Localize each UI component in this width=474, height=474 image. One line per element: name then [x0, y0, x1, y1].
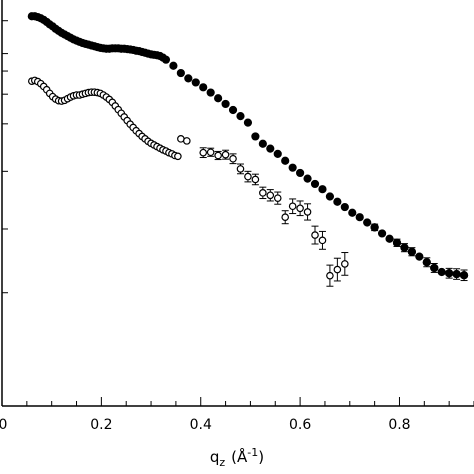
filled-data-point — [355, 213, 364, 222]
x-ticks: 0 0.2 0.4 0.6 0.8 — [0, 397, 474, 433]
filled-data-point — [363, 218, 372, 227]
open-data-point — [266, 191, 275, 200]
x-tick-label: 0.4 — [190, 417, 212, 433]
open-data-point — [311, 231, 319, 239]
filled-data-point — [266, 144, 275, 153]
x-axis-title: qz (Å-1) — [210, 446, 264, 469]
open-data-point — [174, 152, 182, 161]
filled-data-point — [221, 99, 230, 109]
open-data-point — [318, 236, 327, 245]
open-data-point — [214, 151, 222, 160]
x-axis-title-units: (Å — [231, 447, 248, 466]
open-data-point — [333, 265, 342, 274]
filled-data-point — [370, 223, 379, 232]
open-data-point — [244, 172, 252, 181]
filled-data-point — [258, 139, 267, 148]
filled-data-point — [161, 55, 171, 64]
open-data-point — [273, 194, 282, 202]
y-ticks — [2, 20, 8, 407]
open-data-point — [341, 260, 349, 268]
filled-data-point — [310, 179, 320, 189]
filled-data-point — [415, 252, 424, 261]
filled-data-point — [437, 267, 446, 277]
filled-data-point — [281, 156, 290, 165]
x-axis-title-symbol: q — [210, 448, 220, 466]
open-data-point — [288, 202, 297, 211]
filled-data-point — [407, 247, 416, 256]
filled-data-point — [176, 68, 185, 78]
filled-data-point — [348, 208, 357, 217]
x-tick-label: 0.8 — [388, 417, 410, 433]
filled-data-point — [206, 88, 215, 97]
filled-data-point — [169, 61, 178, 70]
filled-data-point — [236, 112, 245, 121]
filled-data-point — [243, 118, 253, 127]
filled-data-point — [184, 74, 193, 83]
filled-data-point — [303, 174, 312, 183]
filled-data-point — [199, 83, 208, 92]
open-data-point — [229, 154, 237, 163]
filled-data-point — [191, 78, 200, 87]
open-data-point — [303, 208, 312, 216]
x-tick-label: 0.2 — [90, 417, 112, 433]
open-data-point — [199, 148, 208, 157]
open-data-point — [251, 175, 260, 184]
filled-data-point — [392, 238, 402, 247]
x-axis-title-exponent: -1 — [247, 446, 258, 459]
filled-data-point — [340, 202, 349, 212]
filled-data-point — [296, 168, 305, 178]
x-axis-title-units-close: ) — [258, 448, 264, 466]
filled-data-point — [400, 243, 409, 252]
x-tick-label: 0 — [0, 417, 7, 433]
filled-data-point — [377, 229, 387, 238]
open-data-point — [326, 271, 334, 280]
open-data-point — [183, 137, 191, 145]
open-data-point — [259, 189, 267, 197]
filled-data-point — [318, 185, 327, 194]
x-tick-label: 0.6 — [289, 417, 311, 433]
open-data-point — [221, 150, 230, 159]
filled-data-point — [430, 263, 439, 273]
open-data-point — [281, 213, 290, 222]
data-points — [27, 12, 469, 280]
filled-data-point — [459, 271, 469, 280]
axes — [1, 0, 474, 407]
open-data-point — [206, 148, 215, 157]
filled-data-point — [333, 197, 342, 206]
filled-data-point — [273, 149, 282, 158]
filled-data-point — [325, 192, 335, 201]
filled-data-point — [445, 269, 454, 278]
filled-data-point — [288, 163, 297, 172]
filled-data-point — [385, 234, 394, 243]
filled-data-point — [251, 132, 260, 141]
filled-data-point — [422, 258, 431, 267]
x-axis-title-subscript: z — [219, 456, 225, 469]
open-data-point — [236, 165, 245, 173]
filled-data-point — [452, 269, 461, 279]
filled-data-point — [228, 105, 238, 115]
open-data-point — [296, 204, 304, 213]
filled-data-point — [214, 94, 223, 103]
